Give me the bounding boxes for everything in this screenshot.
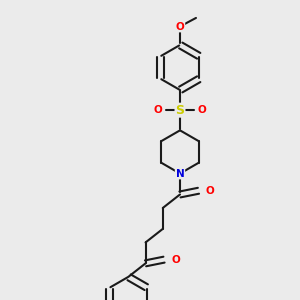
Text: O: O bbox=[153, 105, 162, 115]
Text: S: S bbox=[176, 104, 184, 117]
Text: O: O bbox=[176, 22, 184, 32]
Text: O: O bbox=[198, 105, 207, 115]
Text: O: O bbox=[206, 186, 215, 196]
Text: N: N bbox=[176, 169, 184, 178]
Text: O: O bbox=[172, 255, 180, 265]
